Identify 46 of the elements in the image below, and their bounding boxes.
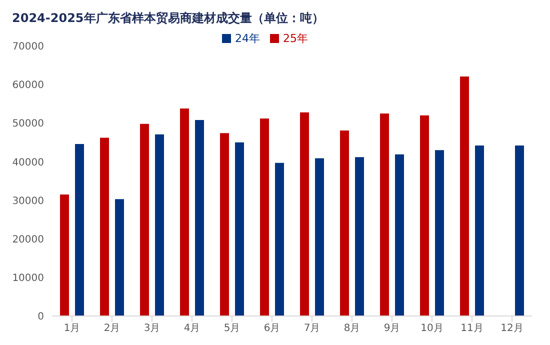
x-tick-label: 9月	[384, 323, 400, 334]
bar	[115, 199, 124, 316]
x-tick-label: 3月	[144, 323, 160, 334]
bar	[380, 114, 389, 316]
bar	[420, 115, 429, 316]
chart-title: 2024-2025年广东省样本贸易商建材成交量（单位：吨）	[11, 10, 325, 27]
y-tick-label: 40000	[12, 157, 44, 168]
y-tick-label: 70000	[12, 42, 44, 53]
bar	[140, 124, 149, 316]
y-tick-label: 20000	[12, 234, 44, 246]
x-tick-label: 5月	[224, 323, 240, 334]
y-tick-label: 30000	[12, 196, 44, 207]
x-tick-label: 8月	[344, 323, 360, 334]
bar	[340, 130, 349, 316]
x-tick-label: 2月	[104, 323, 120, 334]
y-tick-label: 60000	[12, 80, 44, 92]
bar	[180, 108, 189, 316]
bar	[60, 194, 69, 316]
bar	[395, 154, 404, 316]
bar	[220, 133, 229, 316]
x-tick-label: 1月	[64, 323, 80, 334]
bar	[315, 158, 324, 316]
bar	[100, 138, 109, 316]
bar	[355, 157, 364, 316]
bar	[300, 112, 309, 316]
bar	[475, 146, 484, 316]
x-tick-label: 12月	[500, 323, 524, 334]
bar	[460, 76, 469, 316]
bar	[195, 120, 204, 316]
y-tick-label: 10000	[12, 272, 44, 284]
x-tick-label: 6月	[264, 323, 280, 334]
x-tick-label: 10月	[420, 323, 444, 334]
bar	[275, 162, 284, 316]
legend-label: 24年	[235, 32, 260, 45]
bar	[75, 144, 84, 316]
bar	[435, 150, 444, 316]
y-tick-label: 0	[38, 312, 44, 323]
x-tick-label: 11月	[460, 323, 484, 334]
x-tick-label: 7月	[304, 323, 320, 334]
bar	[235, 142, 244, 316]
y-tick-label: 50000	[12, 118, 44, 130]
bar	[260, 118, 269, 316]
bar	[155, 134, 164, 316]
legend-label: 25年	[283, 32, 308, 45]
bar	[515, 146, 524, 316]
x-tick-label: 4月	[184, 323, 200, 334]
